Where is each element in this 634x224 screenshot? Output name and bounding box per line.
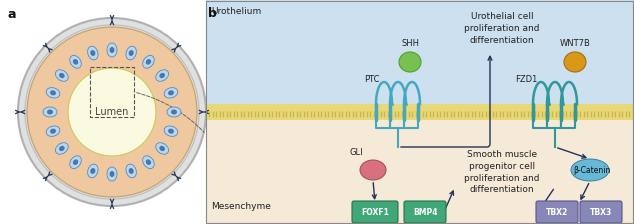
Bar xyxy=(206,112,634,224)
Text: b: b xyxy=(208,7,217,20)
Ellipse shape xyxy=(87,46,98,60)
Ellipse shape xyxy=(55,143,68,154)
Text: FZD1: FZD1 xyxy=(515,75,537,84)
Ellipse shape xyxy=(143,56,154,68)
Ellipse shape xyxy=(159,146,165,151)
Text: BMP4: BMP4 xyxy=(413,207,437,217)
Text: Urothelium: Urothelium xyxy=(211,7,261,16)
Ellipse shape xyxy=(55,70,68,81)
Bar xyxy=(206,0,634,112)
Text: WNT7B: WNT7B xyxy=(560,39,590,48)
Text: β-Catenin: β-Catenin xyxy=(573,166,611,174)
Ellipse shape xyxy=(164,126,178,136)
FancyBboxPatch shape xyxy=(404,201,446,223)
Ellipse shape xyxy=(59,73,65,78)
Ellipse shape xyxy=(110,47,115,53)
Ellipse shape xyxy=(164,88,178,98)
Ellipse shape xyxy=(146,159,151,165)
Bar xyxy=(206,104,634,120)
Text: TBX2: TBX2 xyxy=(546,207,568,217)
Ellipse shape xyxy=(564,52,586,72)
Ellipse shape xyxy=(168,90,174,95)
Ellipse shape xyxy=(126,46,136,60)
Ellipse shape xyxy=(59,146,65,151)
Text: PTC: PTC xyxy=(365,75,380,84)
Ellipse shape xyxy=(43,107,57,117)
Ellipse shape xyxy=(107,43,117,57)
Ellipse shape xyxy=(46,88,60,98)
Ellipse shape xyxy=(70,156,81,168)
Ellipse shape xyxy=(399,52,421,72)
Ellipse shape xyxy=(156,70,169,81)
Text: Urothelial cell
proliferation and
differentiation: Urothelial cell proliferation and differ… xyxy=(464,12,540,45)
Text: FOXF1: FOXF1 xyxy=(361,207,389,217)
Text: GLI: GLI xyxy=(349,148,363,157)
Ellipse shape xyxy=(167,107,181,117)
Text: SHH: SHH xyxy=(401,39,419,48)
Ellipse shape xyxy=(50,90,56,95)
Circle shape xyxy=(25,25,199,199)
Ellipse shape xyxy=(146,59,151,65)
Text: Mesenchyme: Mesenchyme xyxy=(211,202,271,211)
Ellipse shape xyxy=(50,129,56,134)
Ellipse shape xyxy=(171,110,177,114)
Ellipse shape xyxy=(159,73,165,78)
Ellipse shape xyxy=(47,110,53,114)
Text: TBX3: TBX3 xyxy=(590,207,612,217)
Text: Lumen: Lumen xyxy=(95,107,129,117)
Ellipse shape xyxy=(143,156,154,168)
Ellipse shape xyxy=(126,164,136,178)
Circle shape xyxy=(68,68,156,156)
Ellipse shape xyxy=(129,168,134,174)
Text: a: a xyxy=(8,8,16,21)
Ellipse shape xyxy=(129,50,134,56)
Ellipse shape xyxy=(87,164,98,178)
Ellipse shape xyxy=(107,167,117,181)
Ellipse shape xyxy=(90,50,95,56)
Ellipse shape xyxy=(110,171,115,177)
FancyBboxPatch shape xyxy=(536,201,578,223)
Text: Smooth muscle
progenitor cell
proliferation and
differentiation: Smooth muscle progenitor cell proliferat… xyxy=(464,150,540,194)
Ellipse shape xyxy=(46,126,60,136)
Ellipse shape xyxy=(571,159,609,181)
Ellipse shape xyxy=(360,160,386,180)
Ellipse shape xyxy=(90,168,95,174)
Circle shape xyxy=(18,18,206,206)
Ellipse shape xyxy=(156,143,169,154)
Ellipse shape xyxy=(168,129,174,134)
Ellipse shape xyxy=(70,56,81,68)
Ellipse shape xyxy=(73,159,78,165)
Ellipse shape xyxy=(73,59,78,65)
Circle shape xyxy=(27,27,197,197)
FancyBboxPatch shape xyxy=(580,201,622,223)
FancyBboxPatch shape xyxy=(352,201,398,223)
Bar xyxy=(206,1,633,223)
Bar xyxy=(90,67,134,117)
